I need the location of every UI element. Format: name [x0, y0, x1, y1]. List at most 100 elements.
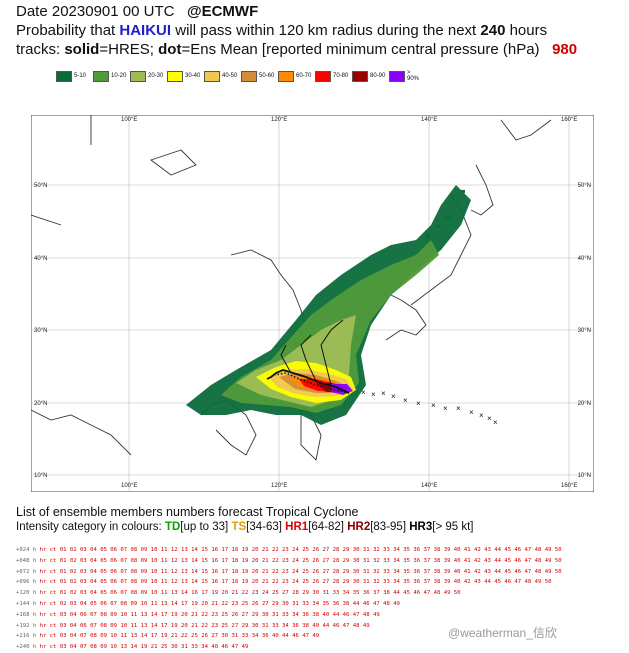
intensity-legend: Intensity category in colours: TD[up to …	[16, 521, 473, 533]
member-row-label: +072 h	[16, 568, 40, 575]
ts-label: TS	[231, 521, 247, 533]
forecast-tracks	[266, 319, 350, 394]
legend-swatch	[352, 70, 368, 82]
probability-speck	[426, 235, 430, 238]
position-cross: ×	[391, 392, 396, 401]
member-row-values: hr ct 01 02 03 04 05 06 07 08 09 10 11 1…	[39, 590, 461, 597]
position-cross: ×	[361, 388, 366, 397]
ts-range: [34-63]	[246, 521, 282, 533]
lon-tick-label: 160°E	[561, 117, 577, 123]
member-row-values: hr ct 03 04 07 08 09 10 11 13 14 17 19 2…	[39, 633, 320, 640]
lon-tick-label: 120°E	[271, 483, 287, 489]
forecast-hours: 240	[480, 22, 506, 39]
legend-item: 20-30	[130, 68, 164, 84]
legend-item: 50-60	[241, 68, 275, 84]
member-row-label: +144 h	[16, 600, 40, 607]
lat-tick-label: 20°N	[34, 401, 47, 407]
lon-tick-label: 120°E	[271, 117, 287, 123]
position-cross: ×	[479, 411, 484, 420]
observed-positions: × × × × × × × × × × × × ×	[361, 388, 498, 427]
position-cross: ×	[431, 401, 436, 410]
legend-label: 40-50	[222, 73, 238, 79]
hr1-range: [64-82]	[308, 521, 344, 533]
legend-label: 20-30	[148, 73, 164, 79]
dot-label: dot	[158, 41, 182, 58]
member-row: +240 h hr ct 03 04 07 08 09 10 13 14 19 …	[16, 642, 562, 653]
member-row: +192 h hr ct 03 04 06 07 08 09 10 11 13 …	[16, 621, 562, 632]
tracks-prefix: tracks:	[16, 41, 65, 58]
lat-tick-label: 30°N	[578, 328, 591, 334]
brand: @ECMWF	[186, 3, 259, 20]
legend-label: > 90%	[407, 70, 420, 82]
td-range: [up to 33]	[180, 521, 229, 533]
member-track	[320, 319, 344, 386]
legend-item: 70-80	[315, 68, 349, 84]
member-row-values: hr ct 01 02 03 04 05 06 07 08 09 10 11 1…	[39, 547, 562, 553]
legend-swatch	[278, 70, 294, 82]
lat-tick-label: 30°N	[34, 328, 47, 334]
header-line-2: Probability that HAIKUI will pass within…	[16, 21, 547, 40]
legend-swatch	[389, 70, 405, 82]
probability-prefix: Probability that	[16, 22, 120, 39]
legend-label: 60-70	[296, 73, 312, 79]
td-label: TD	[164, 521, 181, 533]
probability-speck	[436, 225, 440, 228]
member-row: +048 h hr ct 01 02 03 04 05 06 07 08 09 …	[16, 556, 562, 567]
member-row-label: +024 h	[16, 547, 40, 553]
member-row: +216 h hr ct 03 04 07 08 09 10 11 13 14 …	[16, 631, 562, 642]
probability-suffix: hours	[505, 22, 548, 39]
lon-tick-label: 160°E	[561, 483, 577, 489]
member-row-values: hr ct 03 04 07 08 09 10 13 14 19 21 25 3…	[39, 644, 249, 651]
hr2-range: [83-95]	[370, 521, 407, 533]
legend-label: 30-40	[185, 73, 201, 79]
member-row: +120 h hr ct 01 02 03 04 05 06 07 08 09 …	[16, 588, 562, 599]
position-cross: ×	[443, 404, 448, 413]
lon-tick-label: 100°E	[121, 483, 137, 489]
member-row-values: hr ct 03 04 06 07 08 09 10 11 13 14 17 1…	[39, 611, 380, 618]
member-row: +144 h hr ct 02 03 04 05 06 07 08 09 10 …	[16, 599, 562, 610]
lat-tick-label: 10°N	[578, 473, 591, 479]
header-line-1: Date 20230901 00 UTC @ECMWF	[16, 2, 258, 21]
position-cross: ×	[487, 414, 492, 423]
probability-legend: 5-10 10-20 20-30 30-40 40-50 50-60 60-70 70-80 8…	[56, 68, 426, 84]
lon-tick-label: 140°E	[421, 483, 437, 489]
lat-tick-label: 10°N	[34, 473, 47, 479]
legend-swatch	[56, 70, 72, 82]
member-row: +072 h hr ct 01 02 03 04 05 06 07 08 09 …	[16, 567, 562, 578]
member-row-values: hr ct 01 02 03 04 05 06 07 08 09 10 11 1…	[39, 568, 562, 575]
storm-name: HAIKUI	[119, 22, 172, 39]
legend-label: 50-60	[259, 73, 275, 79]
legend-swatch	[167, 70, 183, 82]
legend-swatch	[315, 70, 331, 82]
probability-mid: will pass within 120 km radius during th…	[171, 22, 481, 39]
member-row-values: hr ct 01 02 03 04 05 06 07 08 09 10 11 1…	[39, 579, 552, 586]
member-row-values: hr ct 03 04 06 07 08 09 10 11 13 14 17 1…	[39, 622, 370, 629]
position-cross: ×	[416, 399, 421, 408]
watermark: @weatherman_信欣	[448, 626, 557, 640]
map-tick-labels: 100°E 100°E 120°E 120°E 140°E 140°E 160°E 160°E…	[34, 117, 591, 489]
legend-label: 5-10	[74, 73, 87, 79]
position-cross: ×	[469, 408, 474, 417]
position-cross: ×	[493, 418, 498, 427]
lat-tick-label: 40°N	[578, 256, 591, 262]
legend-swatch	[204, 70, 220, 82]
member-row-label: +240 h	[16, 644, 40, 651]
member-row-label: +096 h	[16, 579, 40, 586]
position-cross: ×	[403, 396, 408, 405]
lat-tick-label: 40°N	[34, 256, 47, 262]
lat-tick-label: 50°N	[578, 183, 591, 189]
legend-item: 40-50	[204, 68, 238, 84]
solid-label: solid	[64, 41, 100, 58]
legend-swatch	[93, 70, 109, 82]
probability-map: × × × × × × × × × × × × × 100°E100°E120°E120°E140°E1…	[31, 115, 594, 492]
member-track	[280, 344, 292, 374]
probability-speck	[446, 215, 450, 218]
position-cross: ×	[371, 390, 376, 399]
member-row: +168 h hr ct 03 04 06 07 08 09 10 11 13 …	[16, 610, 562, 621]
member-track	[300, 334, 317, 382]
legend-label: 10-20	[111, 73, 127, 79]
member-row-label: +192 h	[16, 622, 40, 629]
hres-track	[266, 369, 350, 394]
member-row-label: +048 h	[16, 557, 40, 564]
legend-label: 80-90	[370, 73, 386, 79]
